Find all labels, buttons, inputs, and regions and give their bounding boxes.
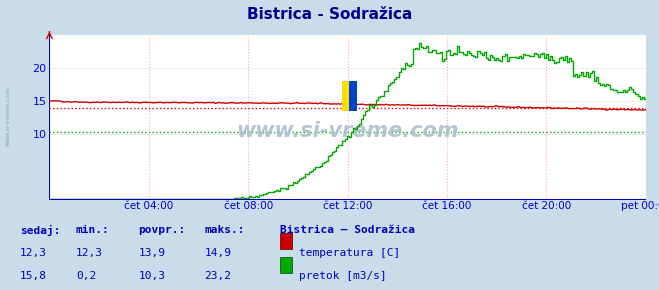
Text: min.:: min.: — [76, 225, 109, 235]
Text: 14,9: 14,9 — [204, 248, 231, 258]
Text: povpr.:: povpr.: — [138, 225, 186, 235]
Text: 10,3: 10,3 — [138, 271, 165, 281]
Bar — [342, 81, 349, 111]
Text: maks.:: maks.: — [204, 225, 244, 235]
Text: www.si-vreme.com: www.si-vreme.com — [5, 86, 11, 146]
Text: pretok [m3/s]: pretok [m3/s] — [299, 271, 386, 281]
Text: 12,3: 12,3 — [76, 248, 103, 258]
Text: 15,8: 15,8 — [20, 271, 47, 281]
Text: Bistrica - Sodražica: Bistrica - Sodražica — [247, 7, 412, 22]
Bar — [349, 81, 357, 111]
Text: Bistrica – Sodražica: Bistrica – Sodražica — [280, 225, 415, 235]
Text: www.si-vreme.com: www.si-vreme.com — [237, 121, 459, 141]
Text: sedaj:: sedaj: — [20, 225, 60, 236]
Text: 0,2: 0,2 — [76, 271, 96, 281]
Text: 12,3: 12,3 — [20, 248, 47, 258]
Text: 23,2: 23,2 — [204, 271, 231, 281]
Text: 13,9: 13,9 — [138, 248, 165, 258]
Text: temperatura [C]: temperatura [C] — [299, 248, 400, 258]
